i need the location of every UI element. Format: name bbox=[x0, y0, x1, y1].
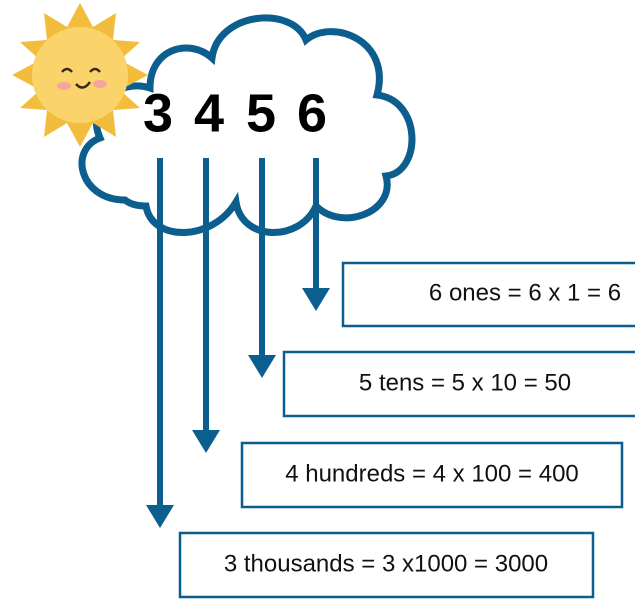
digit: 4 bbox=[194, 83, 224, 143]
diagram: 6 ones = 6 x 1 = 6 5 tens = 5 x 10 = 50 … bbox=[0, 0, 635, 599]
value-text: 3 thousands = 3 x1000 = 3000 bbox=[224, 550, 548, 577]
value-text: 5 tens = 5 x 10 = 50 bbox=[359, 369, 571, 396]
digit: 3 bbox=[143, 83, 173, 143]
digit: 5 bbox=[246, 83, 276, 143]
digit: 6 bbox=[297, 83, 327, 143]
value-text: 4 hundreds = 4 x 100 = 400 bbox=[285, 460, 579, 487]
value-text: 6 ones = 6 x 1 = 6 bbox=[429, 279, 621, 306]
